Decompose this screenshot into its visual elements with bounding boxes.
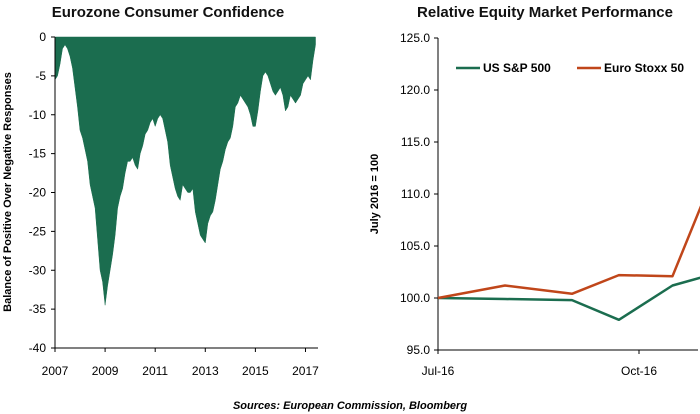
y-tick-label: -5 [35,69,46,83]
y-tick-label: 105.0 [400,239,430,253]
y-tick-label: -30 [29,263,47,277]
right-y-ticks: 95.0 100.0 105.0 110.0 115.0 120.0 125.0 [400,31,438,357]
y-tick-label: 120.0 [400,83,430,97]
y-tick-label: -15 [29,147,47,161]
confidence-area [54,36,316,306]
y-tick-label: 95.0 [407,343,431,357]
y-tick-label: 115.0 [401,135,430,149]
y-tick-label: 0 [39,30,46,44]
right-legend: US S&P 500 Euro Stoxx 50 [456,61,684,75]
x-tick-label: 2011 [142,364,168,378]
left-x-ticks: 2007 2009 2011 2013 2015 2017 [42,348,319,378]
y-tick-label: -10 [29,108,47,122]
y-tick-label: 100.0 [400,291,430,305]
right-series-lines [437,205,700,322]
y-tick-label: -25 [29,224,47,238]
source-note: Sources: European Commission, Bloomberg [233,400,467,412]
y-tick-label: 125.0 [400,31,430,45]
left-chart-title: Eurozone Consumer Confidence [52,4,285,21]
legend-label-eurostoxx: Euro Stoxx 50 [604,61,684,75]
x-tick-label: Jul-16 [422,364,455,378]
x-tick-label: 2015 [242,364,269,378]
left-y-ticks: 0 -5 -10 -15 -20 -25 -30 -35 -40 [29,30,55,355]
y-tick-label: 110.0 [401,187,430,201]
right-y-axis-label: July 2016 = 100 [369,154,381,234]
right-chart-title: Relative Equity Market Performance [417,4,673,21]
equity-performance-chart: Relative Equity Market Performance July … [369,4,700,378]
consumer-confidence-chart: Eurozone Consumer Confidence Balance of … [2,4,319,378]
y-tick-label: -40 [29,341,47,355]
series-line-sp500 [437,276,700,322]
legend-label-sp500: US S&P 500 [483,61,551,75]
left-y-axis-label: Balance of Positive Over Negative Respon… [2,72,14,312]
x-tick-label: 2013 [192,364,219,378]
x-tick-label: 2017 [292,364,319,378]
series-line-eurostoxx [437,205,700,300]
y-tick-label: -35 [29,302,47,316]
left-plot-area [54,36,316,306]
x-tick-label: 2009 [92,364,119,378]
x-tick-label: 2007 [42,364,69,378]
y-tick-label: -20 [29,186,47,200]
x-tick-label: Oct-16 [621,364,657,378]
